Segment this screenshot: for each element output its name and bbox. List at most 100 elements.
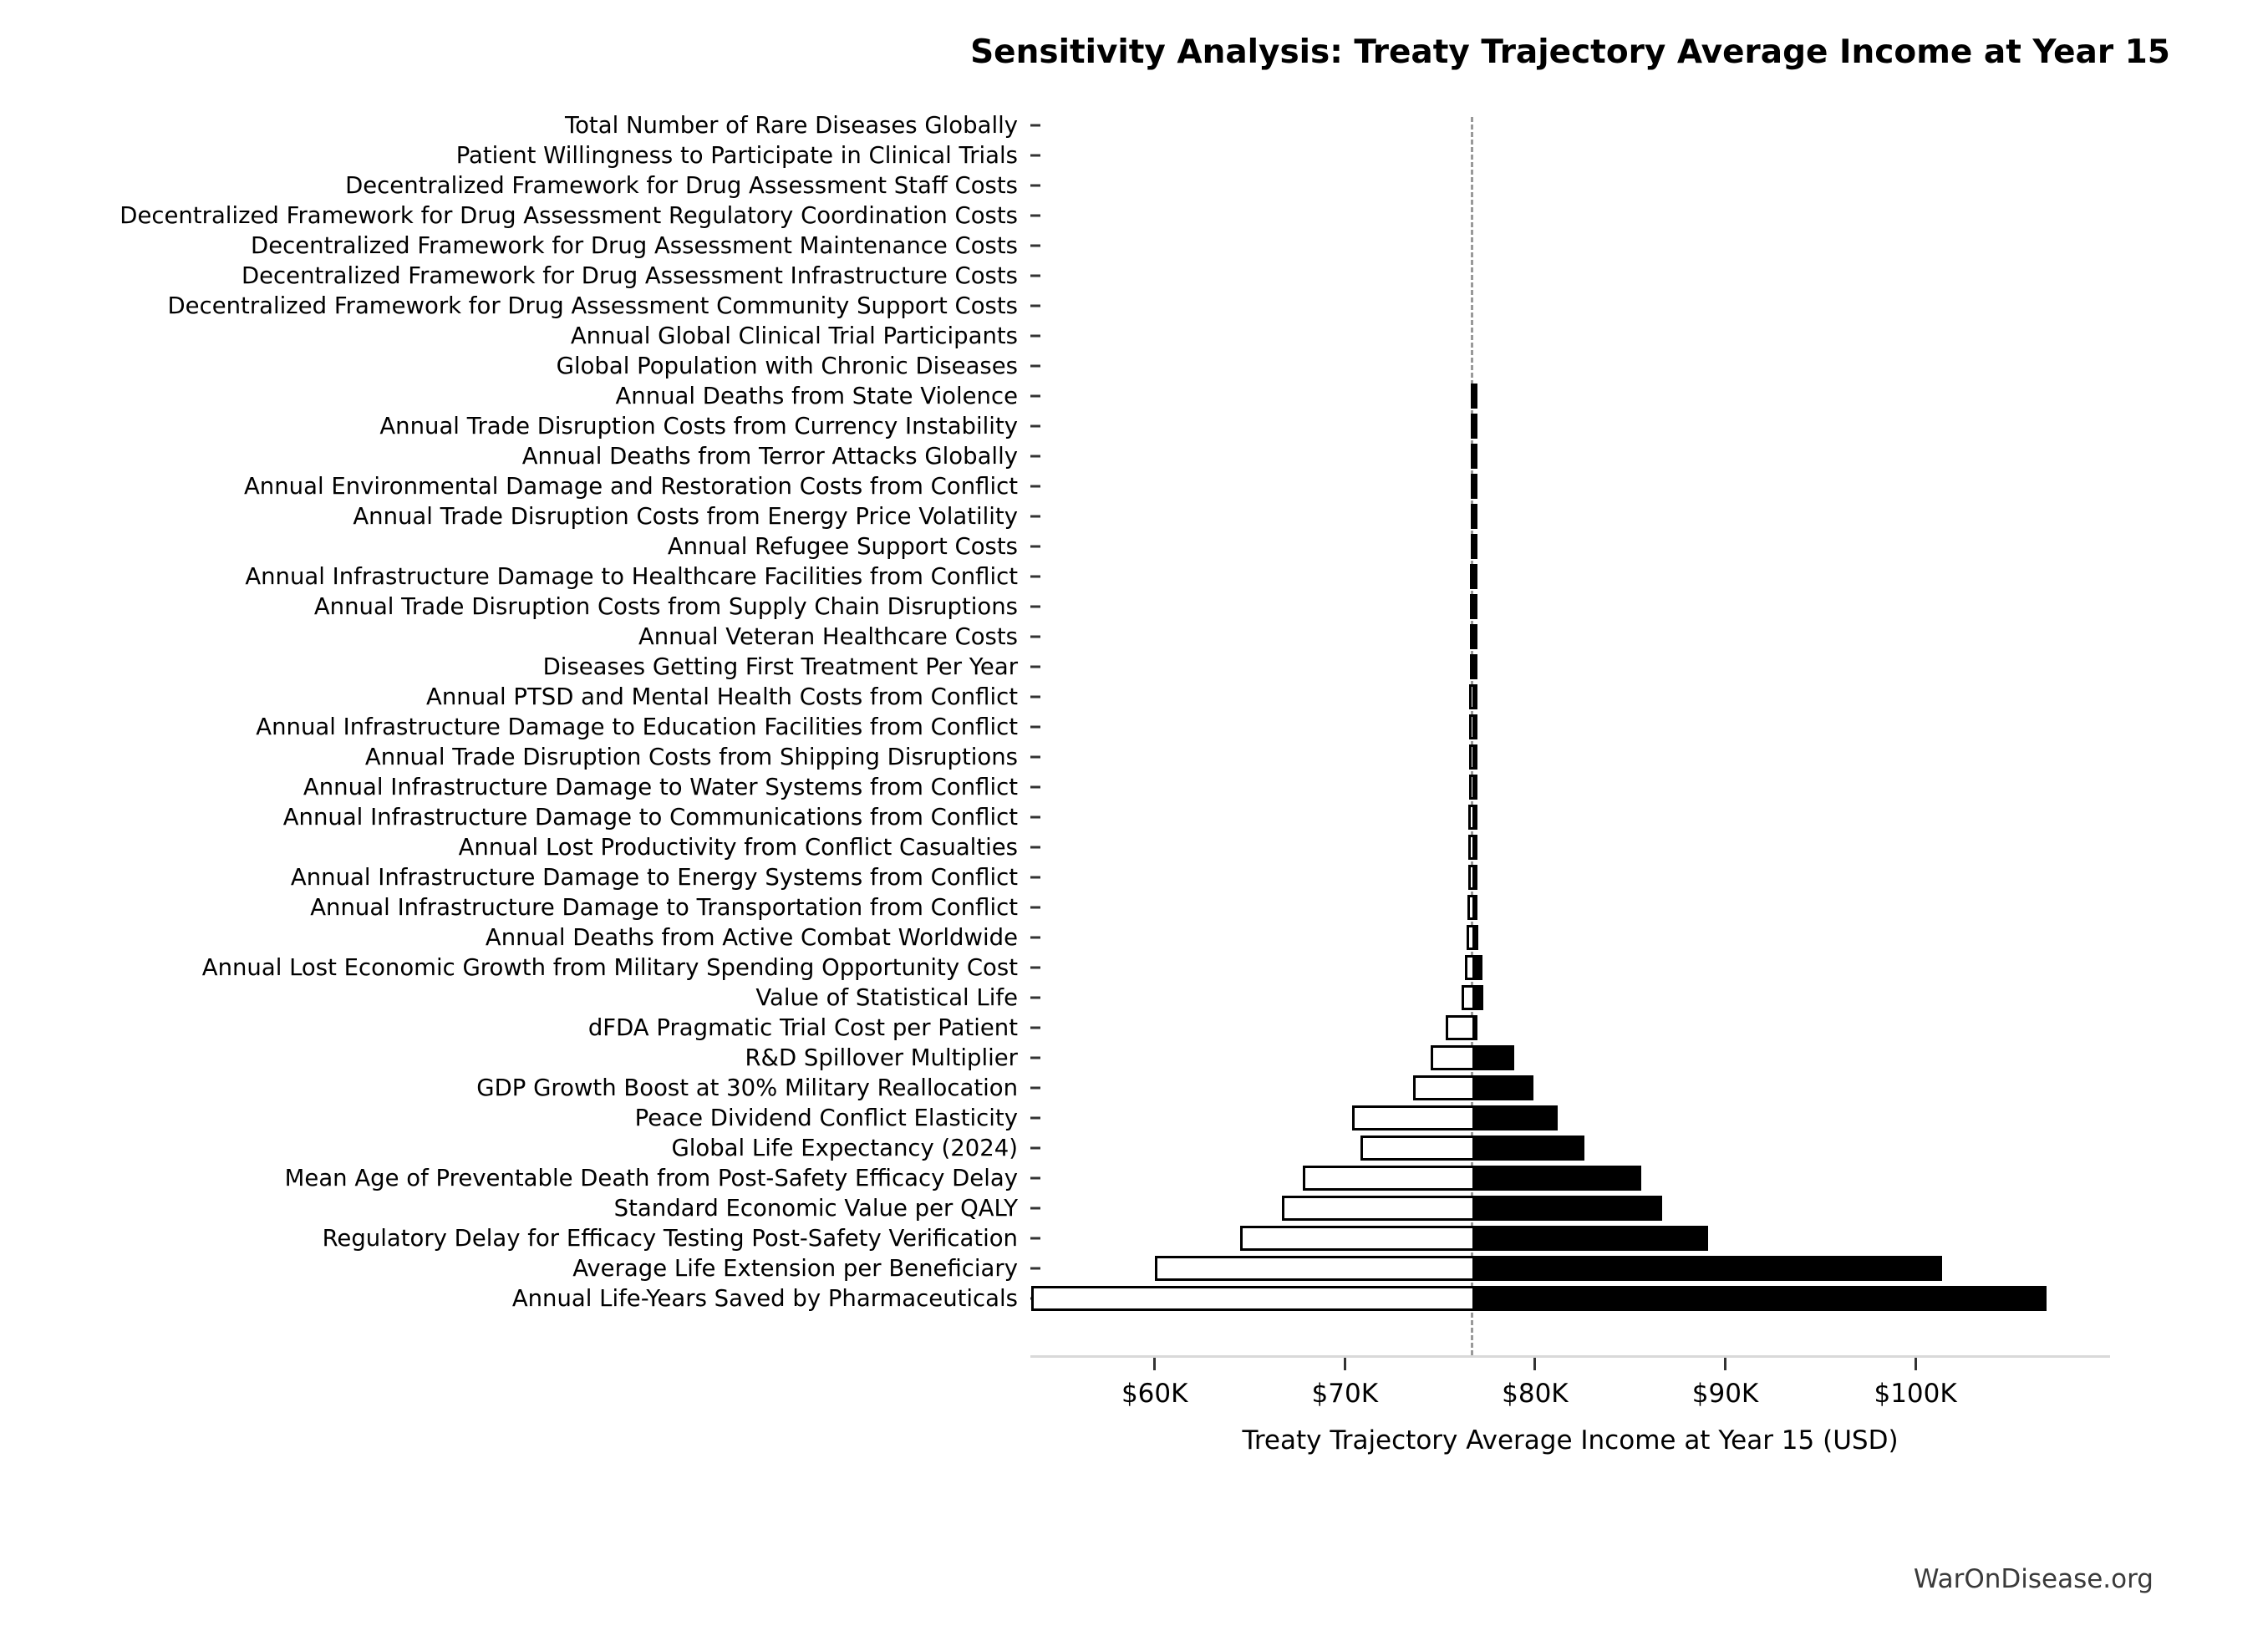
tornado-bar-high — [1472, 955, 1483, 980]
y-axis-label: Total Number of Rare Diseases Globally — [564, 112, 1018, 139]
y-axis-tick — [1030, 695, 1040, 699]
tornado-bar-high — [1472, 1075, 1533, 1100]
tornado-bar-high — [1472, 985, 1484, 1010]
tornado-bar-high — [1472, 865, 1477, 890]
y-axis-tick — [1030, 725, 1040, 729]
tornado-bar-low — [1413, 1075, 1472, 1100]
watermark-text: WarOnDisease.org — [1913, 1564, 2154, 1594]
y-axis-tick — [1030, 124, 1040, 127]
tornado-bar-low — [1468, 835, 1472, 860]
tornado-bar-low — [1240, 1226, 1472, 1251]
y-axis-label: Annual Deaths from State Violence — [615, 383, 1018, 409]
tornado-bar-high — [1472, 925, 1478, 950]
y-axis-tick — [1030, 424, 1040, 428]
tornado-bar-high — [1472, 1015, 1477, 1040]
y-axis-label: Annual Life-Years Saved by Pharmaceutica… — [511, 1285, 1018, 1312]
x-axis-tick — [1343, 1358, 1346, 1370]
tornado-bar-low — [1303, 1166, 1472, 1191]
y-axis-label: Annual Infrastructure Damage to Transpor… — [310, 894, 1018, 921]
y-axis-label: Decentralized Framework for Drug Assessm… — [345, 172, 1018, 199]
y-axis-label: GDP Growth Boost at 30% Military Realloc… — [476, 1075, 1018, 1101]
y-axis-label: Annual Refugee Support Costs — [667, 533, 1018, 560]
y-axis-label: Annual Veteran Healthcare Costs — [638, 623, 1018, 650]
y-axis-label: Annual Infrastructure Damage to Healthca… — [245, 563, 1018, 590]
y-axis-tick — [1030, 485, 1040, 488]
x-axis-line — [1030, 1355, 2110, 1358]
y-axis-tick — [1030, 1026, 1040, 1029]
tornado-bar-high — [1472, 564, 1477, 589]
x-axis-tick-label: $90K — [1691, 1379, 1759, 1409]
tornado-bar-high — [1472, 384, 1477, 409]
tornado-bar-low — [1430, 1045, 1472, 1070]
tornado-bar-high — [1472, 805, 1477, 830]
tornado-bar-low — [1469, 684, 1472, 709]
tornado-bar-high — [1472, 474, 1477, 499]
y-axis-tick — [1030, 334, 1040, 338]
tornado-bar-high — [1472, 504, 1477, 529]
y-axis-label: Annual Infrastructure Damage to Educatio… — [256, 714, 1018, 740]
y-axis-tick — [1030, 936, 1040, 939]
tornado-bar-low — [1470, 444, 1473, 469]
tornado-bar-high — [1472, 895, 1477, 920]
y-axis-tick — [1030, 214, 1040, 217]
tornado-bar-low — [1470, 594, 1473, 619]
tornado-bar-high — [1472, 624, 1477, 649]
tornado-bar-low — [1469, 714, 1472, 739]
y-axis-tick — [1030, 1207, 1040, 1210]
x-axis-tick — [1914, 1358, 1917, 1370]
tornado-bar-high — [1472, 1166, 1642, 1191]
tornado-bar-low — [1470, 414, 1473, 439]
tornado-bar-low — [1468, 744, 1472, 770]
y-axis-tick — [1030, 1267, 1040, 1270]
tornado-bar-low — [1352, 1105, 1472, 1130]
y-axis-tick — [1030, 304, 1040, 307]
tornado-bar-low — [1445, 1015, 1472, 1040]
y-axis-label: Mean Age of Preventable Death from Post-… — [284, 1165, 1018, 1191]
tornado-bar-high — [1472, 684, 1477, 709]
tornado-bar-high — [1472, 1226, 1708, 1251]
y-axis-tick — [1030, 1056, 1040, 1059]
tornado-bar-low — [1470, 534, 1473, 559]
y-axis-label: Annual Environmental Damage and Restorat… — [244, 473, 1018, 500]
tornado-bar-high — [1472, 744, 1477, 770]
y-axis-label: Annual Deaths from Terror Attacks Global… — [521, 443, 1018, 470]
tornado-bar-high — [1472, 414, 1477, 439]
y-axis-tick — [1030, 575, 1040, 578]
y-axis-tick — [1030, 876, 1040, 879]
tornado-bar-high — [1472, 775, 1477, 800]
x-axis-tick — [1724, 1358, 1726, 1370]
tornado-bar-low — [1030, 1286, 1472, 1311]
tornado-bar-low — [1469, 624, 1472, 649]
tornado-bar-low — [1468, 775, 1472, 800]
y-axis-label: Annual Lost Economic Growth from Militar… — [201, 954, 1018, 981]
y-axis-label: Annual Infrastructure Damage to Water Sy… — [303, 774, 1018, 800]
y-axis-label: Annual Trade Disruption Costs from Suppl… — [313, 593, 1018, 620]
tornado-bar-low — [1462, 985, 1472, 1010]
tornado-bar-low — [1469, 654, 1472, 679]
y-axis-tick — [1030, 815, 1040, 819]
y-axis-label: Value of Statistical Life — [755, 984, 1018, 1011]
y-axis-tick — [1030, 154, 1040, 157]
y-axis-tick — [1030, 996, 1040, 999]
tornado-bar-high — [1472, 1256, 1942, 1281]
tornado-bar-low — [1468, 805, 1472, 830]
y-axis-tick — [1030, 1146, 1040, 1150]
x-axis-tick-label: $80K — [1502, 1379, 1569, 1409]
tornado-bar-high — [1472, 1045, 1514, 1070]
y-axis-tick — [1030, 906, 1040, 909]
y-axis-label: Annual Global Clinical Trial Participant… — [570, 323, 1018, 349]
tornado-bar-low — [1467, 895, 1472, 920]
y-axis-label: Peace Dividend Conflict Elasticity — [634, 1105, 1018, 1131]
tornado-bar-high — [1472, 594, 1477, 619]
y-axis-tick — [1030, 966, 1040, 969]
tornado-bar-low — [1154, 1256, 1472, 1281]
tornado-bar-low — [1282, 1196, 1472, 1221]
y-axis-tick — [1030, 515, 1040, 518]
tornado-bar-high — [1472, 654, 1477, 679]
y-axis-label: Annual Infrastructure Damage to Communic… — [282, 804, 1018, 831]
y-axis-label: Decentralized Framework for Drug Assessm… — [241, 262, 1018, 289]
y-axis-label: Global Life Expectancy (2024) — [671, 1135, 1018, 1161]
tornado-bar-low — [1470, 384, 1473, 409]
y-axis-label: Standard Economic Value per QALY — [613, 1195, 1018, 1222]
tornado-bar-high — [1472, 1105, 1559, 1130]
